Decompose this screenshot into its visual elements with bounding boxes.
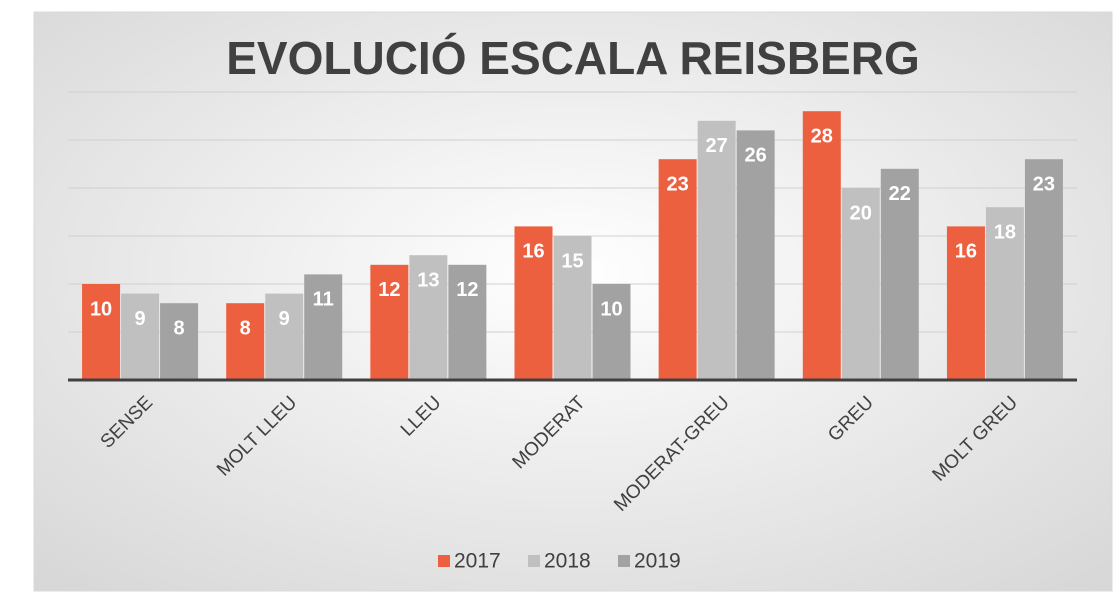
legend-label: 2019: [634, 550, 681, 573]
legend-label: 2017: [454, 550, 501, 573]
data-label: 18: [994, 221, 1016, 243]
bar: [82, 284, 121, 380]
legend-swatch: [618, 555, 630, 567]
data-label: 11: [313, 289, 334, 311]
data-label: 23: [1033, 173, 1055, 195]
bar: [697, 120, 736, 381]
bar: [946, 226, 985, 380]
bar: [448, 264, 487, 380]
bar: [802, 111, 841, 380]
bar: [226, 303, 265, 380]
data-label: 22: [889, 183, 911, 205]
bar: [736, 130, 775, 380]
bar: [265, 293, 304, 380]
data-label: 27: [706, 135, 728, 157]
legend-swatch: [438, 555, 450, 567]
data-label: 23: [667, 173, 689, 195]
data-label: 20: [850, 202, 872, 224]
data-label: 10: [600, 298, 622, 320]
bar: [1024, 159, 1063, 380]
data-label: 10: [90, 298, 112, 320]
data-label: 15: [561, 250, 583, 272]
bar: [841, 188, 880, 380]
bar: [592, 284, 631, 380]
data-label: 26: [745, 145, 767, 167]
data-label: 16: [955, 241, 977, 263]
data-label: 9: [135, 308, 146, 330]
data-label: 28: [811, 125, 833, 147]
data-label: 13: [417, 269, 439, 291]
legend-label: 2018: [544, 550, 591, 573]
bar: [514, 226, 553, 380]
data-label: 12: [456, 279, 478, 301]
legend-swatch: [528, 555, 540, 567]
data-label: 9: [279, 308, 290, 330]
bar: [658, 159, 697, 380]
bar: [880, 168, 919, 380]
bar: [121, 293, 160, 380]
data-label: 8: [240, 317, 251, 339]
data-label: 16: [522, 241, 544, 263]
bar: [985, 207, 1024, 380]
data-label: 12: [378, 279, 400, 301]
chart-title: EVOLUCIÓ ESCALA REISBERG: [226, 32, 919, 84]
data-label: 8: [174, 317, 185, 339]
bar: [304, 274, 343, 380]
bar: [160, 303, 199, 380]
bar: [409, 255, 448, 380]
bar: [370, 264, 409, 380]
bar: [553, 236, 592, 380]
